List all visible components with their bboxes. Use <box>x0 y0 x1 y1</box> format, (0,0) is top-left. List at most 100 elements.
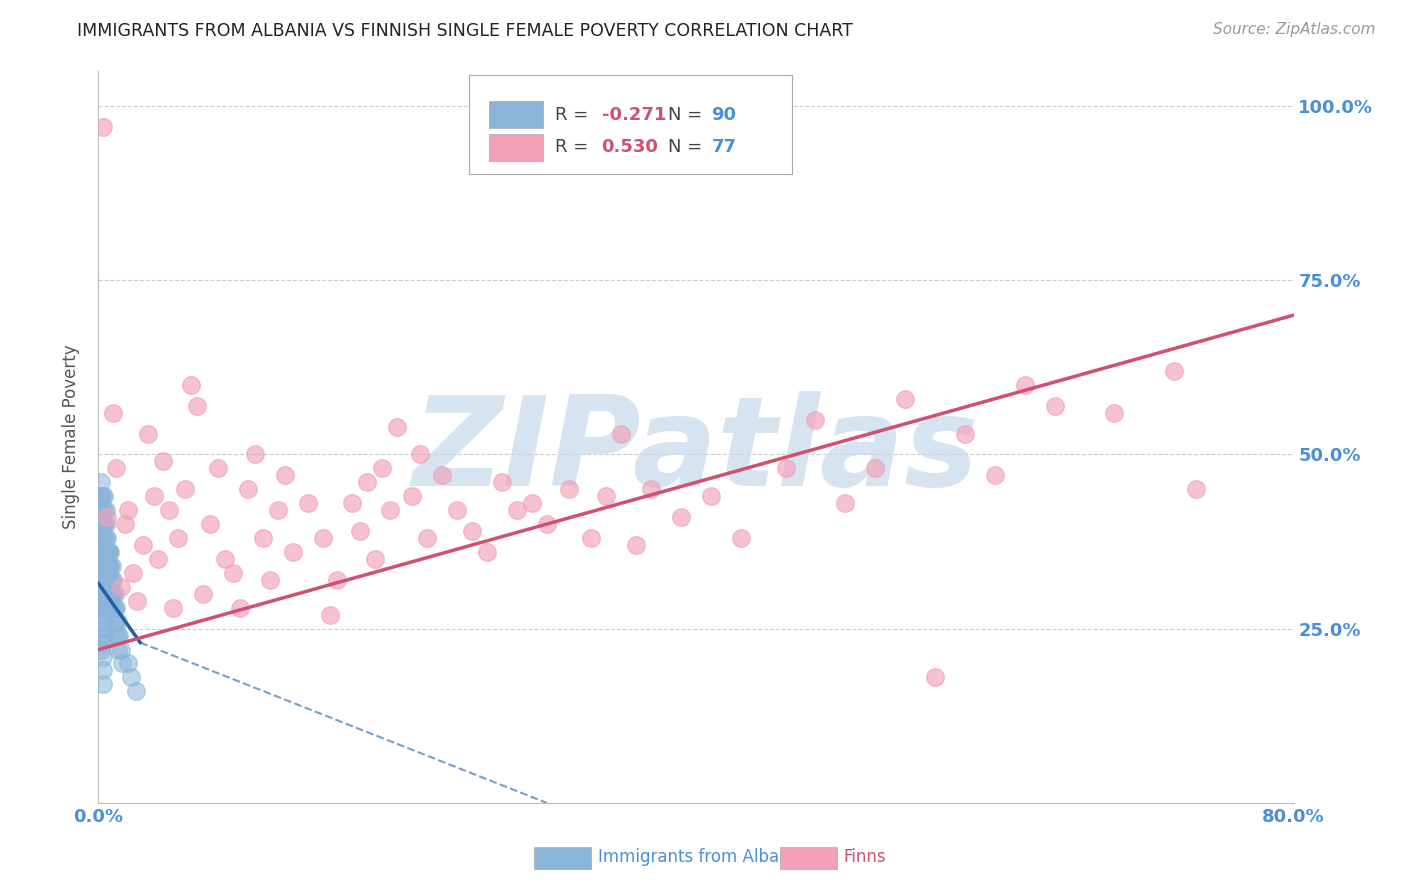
Point <box>89 558 111 573</box>
Point <box>924 670 946 684</box>
Point <box>378 503 401 517</box>
Point <box>319 607 342 622</box>
Point <box>94 587 117 601</box>
Point <box>90 587 112 601</box>
Point <box>94 545 117 559</box>
Point <box>117 657 139 671</box>
Text: Source: ZipAtlas.com: Source: ZipAtlas.com <box>1212 22 1375 37</box>
Point <box>89 573 111 587</box>
Point <box>356 475 378 490</box>
Point <box>98 573 122 587</box>
Point <box>166 531 188 545</box>
Point <box>89 545 111 559</box>
Point <box>953 426 976 441</box>
Point <box>267 503 290 517</box>
Point <box>245 448 267 462</box>
Point <box>236 483 259 497</box>
Point <box>90 615 112 629</box>
Point <box>90 629 112 643</box>
Point <box>229 600 252 615</box>
Point <box>1014 377 1036 392</box>
Point <box>91 120 114 134</box>
Point <box>506 503 529 517</box>
Point <box>110 580 132 594</box>
Point <box>97 573 120 587</box>
Point <box>90 475 112 490</box>
Point <box>121 566 143 580</box>
Point <box>669 510 692 524</box>
Point <box>91 558 114 573</box>
Point <box>142 489 165 503</box>
Point <box>274 468 297 483</box>
Point <box>91 664 114 678</box>
Point <box>101 573 124 587</box>
Point <box>103 587 125 601</box>
Point <box>252 531 274 545</box>
Point <box>207 461 229 475</box>
Point <box>94 531 117 545</box>
Text: N =: N = <box>668 105 709 123</box>
Point <box>97 558 120 573</box>
Text: IMMIGRANTS FROM ALBANIA VS FINNISH SINGLE FEMALE POVERTY CORRELATION CHART: IMMIGRANTS FROM ALBANIA VS FINNISH SINGL… <box>77 22 853 40</box>
Point <box>91 566 114 580</box>
Point <box>558 483 581 497</box>
Point <box>103 573 125 587</box>
Point <box>730 531 752 545</box>
Point <box>93 629 115 643</box>
Point <box>349 524 371 538</box>
Point <box>105 615 128 629</box>
Point <box>91 545 114 559</box>
Point <box>93 558 115 573</box>
Point <box>136 426 159 441</box>
Point <box>364 552 387 566</box>
Point <box>281 545 304 559</box>
Point <box>93 587 115 601</box>
Point <box>104 587 127 601</box>
Point <box>89 489 111 503</box>
Point <box>93 573 115 587</box>
Point <box>91 517 114 532</box>
Point <box>96 558 118 573</box>
FancyBboxPatch shape <box>470 75 792 174</box>
Point <box>105 600 128 615</box>
Point <box>105 629 128 643</box>
Point <box>94 558 117 573</box>
Point <box>157 503 180 517</box>
Point <box>97 587 120 601</box>
Point <box>104 615 127 629</box>
Point <box>96 573 118 587</box>
Point <box>90 600 112 615</box>
Point <box>101 558 124 573</box>
Point <box>90 503 112 517</box>
Point <box>97 545 120 559</box>
Text: 0.530: 0.530 <box>602 138 658 156</box>
Point <box>93 503 115 517</box>
Point <box>610 426 633 441</box>
Point <box>401 489 423 503</box>
Point <box>107 615 129 629</box>
Point <box>186 399 208 413</box>
Point <box>103 600 125 615</box>
Point <box>259 573 281 587</box>
Point <box>114 517 136 532</box>
Point <box>103 600 125 615</box>
Point <box>96 531 118 545</box>
Point <box>385 419 409 434</box>
Point <box>342 496 364 510</box>
Point <box>89 531 111 545</box>
Point <box>98 545 122 559</box>
Point <box>162 600 184 615</box>
Point <box>110 642 132 657</box>
Point <box>834 496 856 510</box>
Point <box>97 545 120 559</box>
Point <box>520 496 543 510</box>
Point <box>101 587 124 601</box>
Point <box>93 545 115 559</box>
Point <box>222 566 245 580</box>
Point <box>89 517 111 532</box>
Point <box>96 510 118 524</box>
Point <box>1163 364 1185 378</box>
Point <box>103 406 125 420</box>
Point <box>200 517 222 532</box>
Text: R =: R = <box>555 105 593 123</box>
